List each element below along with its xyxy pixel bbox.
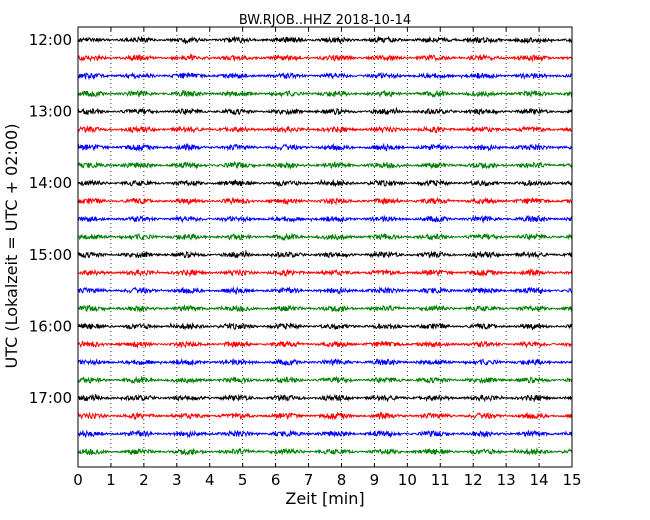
trace-1415 xyxy=(77,196,573,206)
x-tick-label-1: 1 xyxy=(106,471,116,489)
trace-1545 xyxy=(77,304,573,313)
trace-1430 xyxy=(77,214,573,224)
x-axis-label: Zeit [min] xyxy=(285,489,364,508)
y-tick-label-13:00: 13:00 xyxy=(29,103,72,121)
y-tick-label-14:00: 14:00 xyxy=(29,174,72,192)
x-tick-label-5: 5 xyxy=(238,471,248,489)
trace-1515 xyxy=(77,268,573,278)
trace-1230 xyxy=(77,71,573,81)
y-tick-label-15:00: 15:00 xyxy=(29,246,72,264)
trace-1300 xyxy=(77,106,573,116)
trace-1330 xyxy=(77,142,573,153)
chart-title: BW.RJOB..HHZ 2018-10-14 xyxy=(239,13,411,28)
x-tick-label-8: 8 xyxy=(337,471,347,489)
trace-1245 xyxy=(77,89,573,99)
trace-1215 xyxy=(77,53,573,63)
trace-1630 xyxy=(77,357,573,367)
trace-1530 xyxy=(77,285,573,296)
y-tick-label-17:00: 17:00 xyxy=(29,389,72,407)
x-tick-label-3: 3 xyxy=(172,471,182,489)
trace-1745 xyxy=(77,447,573,456)
tick-layer: 0 1 2 3 4 5 6 7 8 9 10 11 12 13 14 1512:0013:0014:0015:… xyxy=(29,27,582,489)
y-tick-label-12:00: 12:00 xyxy=(29,31,72,49)
trace-1315 xyxy=(77,125,573,134)
x-tick-label-13: 13 xyxy=(497,471,516,489)
y-axis-label: UTC (Lokalzeit = UTC + 02:00) xyxy=(2,124,21,369)
x-tick-label-0: 0 xyxy=(73,471,83,489)
trace-1645 xyxy=(77,375,573,385)
x-tick-label-2: 2 xyxy=(139,471,149,489)
trace-1500 xyxy=(77,249,573,260)
trace-layer xyxy=(77,35,573,456)
trace-1600 xyxy=(77,322,573,331)
y-tick-label-16:00: 16:00 xyxy=(29,317,72,335)
plot-frame xyxy=(77,26,573,468)
x-tick-label-10: 10 xyxy=(398,471,417,489)
x-tick-label-6: 6 xyxy=(271,471,281,489)
trace-1730 xyxy=(77,429,573,439)
trace-1715 xyxy=(77,411,573,421)
x-tick-label-9: 9 xyxy=(370,471,380,489)
x-tick-label-4: 4 xyxy=(205,471,215,489)
trace-1400 xyxy=(77,178,573,188)
trace-1200 xyxy=(77,35,573,45)
trace-1700 xyxy=(77,393,573,403)
trace-1615 xyxy=(77,340,573,350)
trace-1345 xyxy=(77,160,573,170)
grid-lines xyxy=(110,27,540,467)
x-tick-label-7: 7 xyxy=(304,471,314,489)
x-tick-label-11: 11 xyxy=(431,471,450,489)
x-tick-label-15: 15 xyxy=(562,471,581,489)
x-tick-label-12: 12 xyxy=(464,471,483,489)
x-tick-label-14: 14 xyxy=(530,471,549,489)
trace-1445 xyxy=(77,232,573,242)
